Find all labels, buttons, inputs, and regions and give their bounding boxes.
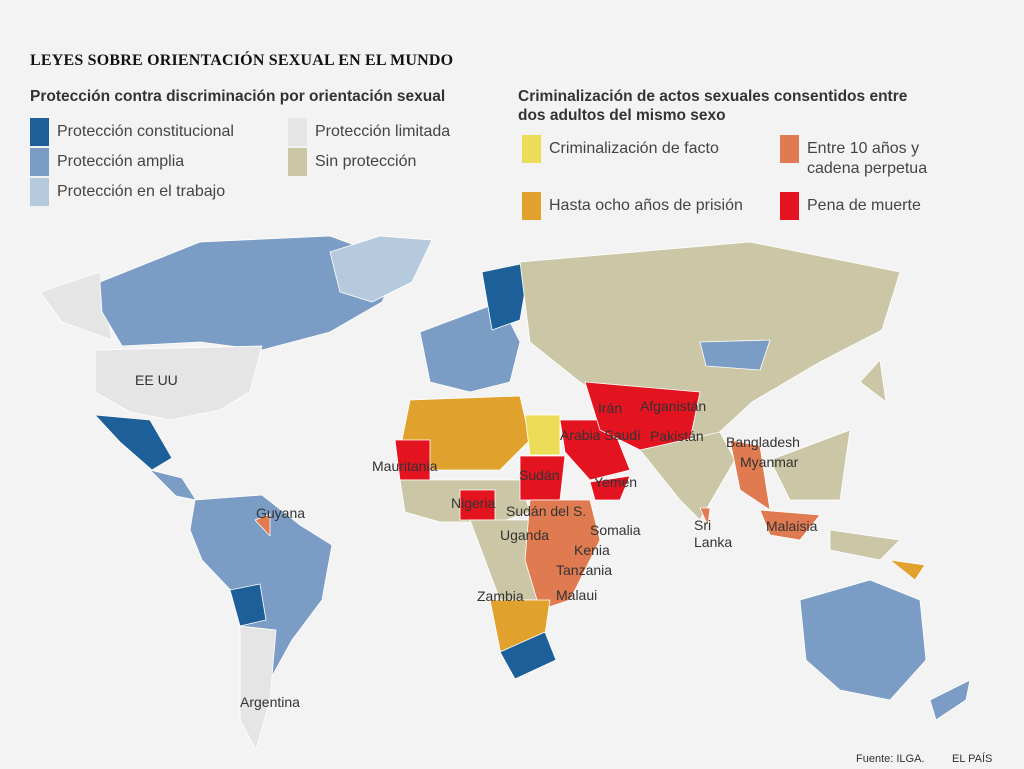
legend-swatch <box>780 192 799 220</box>
country-region <box>94 414 173 471</box>
country-region <box>239 625 277 751</box>
map-label: Bangladesh <box>726 434 800 450</box>
map-label: Afganistán <box>640 398 706 414</box>
brand: EL PAÍS <box>952 753 993 765</box>
legend-item: Protección limitada <box>288 118 488 146</box>
map-label: Kenia <box>574 542 610 558</box>
country-region <box>729 439 771 511</box>
map-label: Malaisia <box>766 518 818 534</box>
map-label: Sri Lanka <box>694 517 732 550</box>
map-label: Argentina <box>240 694 300 710</box>
legend-item: Protección en el trabajo <box>30 178 270 206</box>
map-label: Malaui <box>556 587 597 603</box>
country-region <box>589 475 631 501</box>
legend-label: Protección amplia <box>57 153 185 170</box>
country-region <box>859 359 887 403</box>
map-label: Tanzania <box>556 562 612 578</box>
legend-swatch <box>30 118 49 146</box>
map-label: Irán <box>598 400 622 416</box>
legend-swatch <box>780 135 799 163</box>
legend-heading: Criminalización de actos sexuales consen… <box>518 88 908 124</box>
legend-heading: Protección contra discriminación por ori… <box>30 88 446 105</box>
country-region <box>524 499 601 611</box>
legend-item: Protección amplia <box>30 148 270 176</box>
country-region <box>769 429 851 501</box>
legend-item: Sin protección <box>288 148 488 176</box>
legend-label: Entre 10 años y cadena perpetua <box>807 140 928 177</box>
map-label: Zambia <box>477 588 524 604</box>
legend-item: Protección constitucional <box>30 118 270 146</box>
legend-item: Entre 10 años y cadena perpetua <box>780 135 960 179</box>
source: Fuente: ILGA. <box>856 753 925 765</box>
country-region <box>889 559 926 581</box>
legend-item: Pena de muerte <box>780 192 980 220</box>
country-region <box>254 513 271 537</box>
country-region <box>499 631 557 680</box>
legend-label: Sin protección <box>315 153 417 170</box>
map-label: Yemen <box>594 474 637 490</box>
map-label: Sudán <box>519 467 559 483</box>
map-labels: EE UU Guyana Argentina Mauritania Nigeri… <box>135 372 818 710</box>
legend-label: Protección constitucional <box>57 123 234 140</box>
legend-label: Pena de muerte <box>807 197 921 214</box>
country-region <box>329 235 433 303</box>
map-label: Mauritania <box>372 458 438 474</box>
country-region <box>699 339 771 371</box>
map-label: Guyana <box>256 505 305 521</box>
country-region <box>229 583 267 627</box>
map-label: Somalia <box>590 522 641 538</box>
map-label: Myanmar <box>740 454 799 470</box>
country-region <box>699 507 711 527</box>
map-label: Pakistán <box>650 428 704 444</box>
legend-swatch <box>30 178 49 206</box>
legend-item: Hasta ocho años de prisión <box>522 192 762 220</box>
legend-label: Criminalización de facto <box>549 140 719 157</box>
map-label: Sudán del S. <box>506 503 586 519</box>
country-region <box>929 679 971 721</box>
country-region <box>481 261 531 331</box>
map-label: Uganda <box>500 527 549 543</box>
legend-swatch <box>30 148 49 176</box>
country-region <box>829 529 901 561</box>
country-region <box>759 509 821 541</box>
legend-swatch <box>522 135 541 163</box>
country-region <box>524 414 561 456</box>
map-label: Arabia Saudí <box>560 427 641 443</box>
map-label: Nigeria <box>451 495 496 511</box>
country-region <box>639 431 736 521</box>
legend-swatch <box>288 118 307 146</box>
legend-label: Protección limitada <box>315 123 451 140</box>
legend-label: Hasta ocho años de prisión <box>549 197 743 214</box>
country-region <box>799 579 927 701</box>
legend-swatch <box>288 148 307 176</box>
country-region <box>94 345 263 421</box>
title: LEYES SOBRE ORIENTACIÓN SEXUAL EN EL MUN… <box>30 52 454 69</box>
country-region <box>39 271 113 341</box>
legend-label: Protección en el trabajo <box>57 183 226 200</box>
legend-swatch <box>522 192 541 220</box>
country-region <box>99 235 401 351</box>
country-region <box>149 469 197 501</box>
map-label: EE UU <box>135 372 178 388</box>
legend-item: Criminalización de facto <box>522 135 752 163</box>
